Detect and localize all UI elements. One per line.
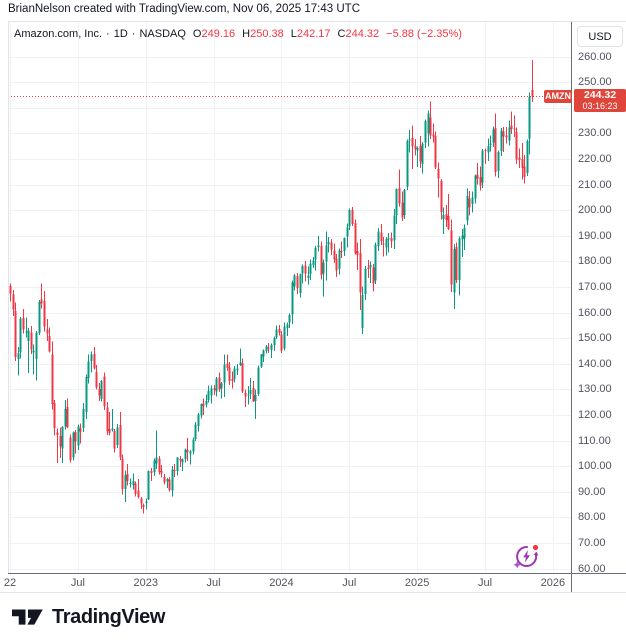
bar-countdown: 03:16:23: [582, 100, 618, 111]
exchange-label: NASDAQ: [139, 28, 186, 40]
attribution-text: BrianNelson created with TradingView.com…: [8, 3, 361, 15]
high-label: H: [242, 28, 251, 40]
time-axis[interactable]: 22 Jul 2023 Jul 2024 Jul 2025 Jul 2026: [0, 577, 626, 591]
lightning-bolt: [523, 550, 530, 563]
open-label: O: [192, 28, 202, 40]
tradingview-logo-icon[interactable]: [12, 608, 44, 627]
time-tick-label: Jul: [477, 577, 493, 589]
footer-bar: TradingView: [0, 594, 626, 640]
tradingview-logo-text[interactable]: TradingView: [52, 605, 166, 628]
interval-label: 1D: [113, 28, 128, 40]
close-value: 244.32: [345, 28, 380, 40]
open-value: 249.16: [201, 28, 236, 40]
time-tick-label: Jul: [342, 577, 357, 589]
close-label: C: [337, 28, 346, 40]
separator-dot: ·: [131, 28, 136, 40]
time-tick-label: 2025: [404, 577, 430, 589]
time-tick-label: 22: [3, 577, 17, 589]
time-tick-label: 2023: [133, 577, 158, 589]
notification-dot: [532, 544, 539, 551]
currency-badge: USD: [577, 26, 623, 47]
high-value: 250.38: [250, 28, 284, 40]
sparkle: [513, 561, 521, 569]
lightning-refresh-icon[interactable]: [513, 543, 540, 570]
change-value: −5.88 (−2.35%): [386, 28, 462, 40]
symbol-title: Amazon.com, Inc.: [14, 28, 103, 40]
time-tick-label: 2026: [540, 577, 566, 589]
last-price-value: 244.32: [583, 88, 617, 101]
last-price-axis-flag: 244.32 03:16:23: [574, 88, 626, 112]
low-value: 242.17: [296, 28, 331, 40]
chart-legend: Amazon.com, Inc. · 1D · NASDAQ O249.16 H250.38…: [14, 28, 462, 40]
separator-dot: ·: [106, 28, 110, 40]
arrowhead: [533, 551, 539, 556]
last-price-symbol-flag: AMZN: [544, 90, 572, 104]
time-tick-label: 2024: [269, 577, 294, 589]
time-tick-label: Jul: [70, 577, 85, 589]
time-tick-label: Jul: [206, 577, 221, 589]
low-label: L: [290, 28, 297, 40]
